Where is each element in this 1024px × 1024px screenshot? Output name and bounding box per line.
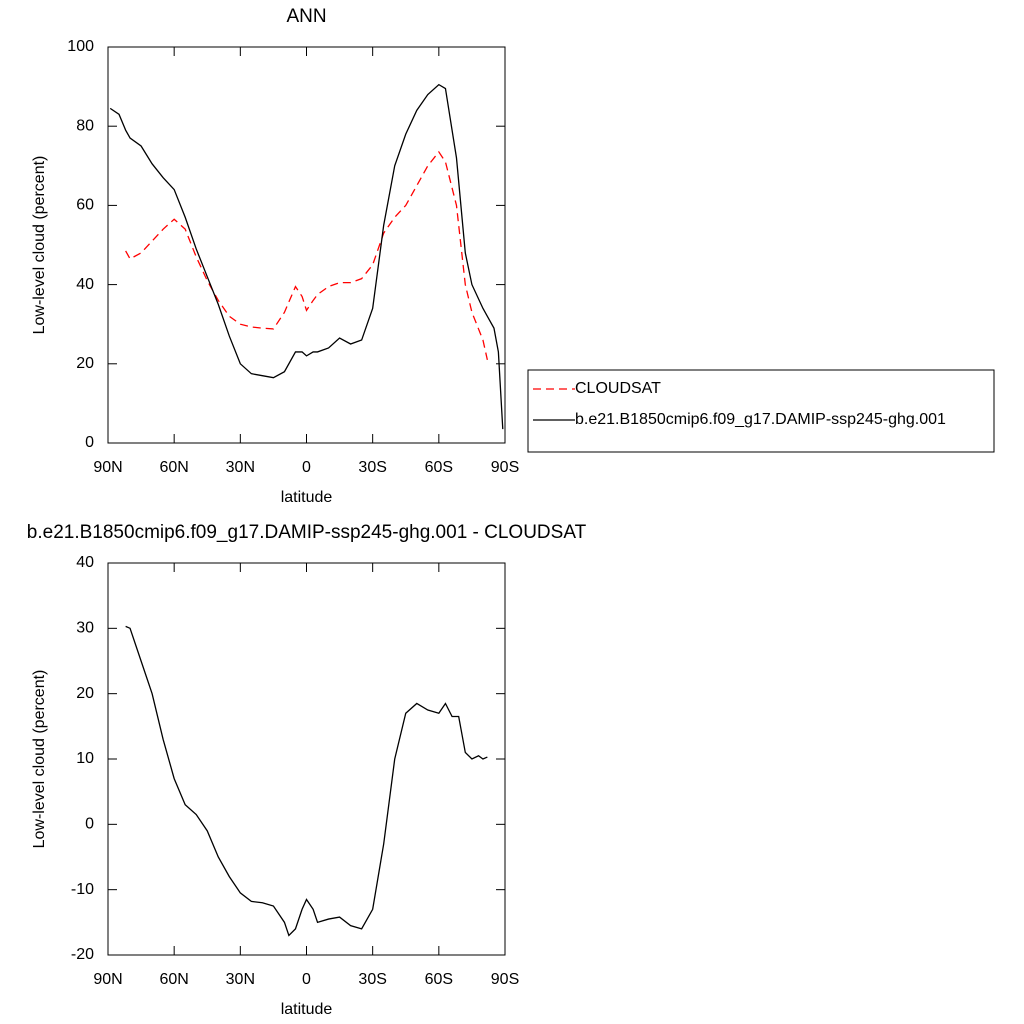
x-tick-label: 60S: [425, 459, 453, 476]
x-tick-label: 30N: [226, 971, 255, 988]
y-tick-label: -20: [71, 946, 94, 963]
plot-frame: [107, 46, 506, 444]
y-tick-label: 80: [76, 117, 94, 134]
x-tick-label: 90N: [93, 459, 122, 476]
x-tick-label: 30N: [226, 459, 255, 476]
legend-box: [527, 369, 995, 453]
y-tick-label: 0: [85, 816, 94, 833]
x-tick-label: 90S: [491, 459, 519, 476]
x-axis-label: latitude: [281, 1001, 333, 1018]
x-tick-label: 60S: [425, 971, 453, 988]
chart-title: b.e21.B1850cmip6.f09_g17.DAMIP-ssp245-gh…: [27, 522, 587, 543]
y-tick-label: 60: [76, 197, 94, 214]
x-tick-label: 60N: [159, 971, 188, 988]
x-axis-label: latitude: [281, 489, 333, 506]
x-tick-label: 30S: [358, 971, 386, 988]
y-tick-label: 10: [76, 750, 94, 767]
x-tick-label: 90N: [93, 971, 122, 988]
legend-label: b.e21.B1850cmip6.f09_g17.DAMIP-ssp245-gh…: [575, 411, 946, 428]
x-tick-label: 90S: [491, 971, 519, 988]
data-line: [109, 83, 504, 430]
x-tick-label: 60N: [159, 459, 188, 476]
x-tick-label: 0: [302, 971, 311, 988]
x-tick-label: 30S: [358, 459, 386, 476]
data-line: [125, 150, 488, 360]
y-tick-label: 30: [76, 620, 94, 637]
y-tick-label: 20: [76, 355, 94, 372]
y-tick-label: 20: [76, 685, 94, 702]
legend-label: CLOUDSAT: [575, 380, 661, 397]
y-tick-label: -10: [71, 881, 94, 898]
y-tick-label: 40: [76, 276, 94, 293]
y-axis-label: Low-level cloud (percent): [31, 670, 48, 849]
y-tick-label: 100: [67, 38, 94, 55]
data-line: [125, 625, 488, 937]
plot-frame: [107, 562, 506, 956]
chart-title: ANN: [286, 6, 326, 27]
y-tick-label: 40: [76, 554, 94, 571]
x-tick-label: 0: [302, 459, 311, 476]
y-tick-label: 0: [85, 434, 94, 451]
y-axis-label: Low-level cloud (percent): [31, 156, 48, 335]
